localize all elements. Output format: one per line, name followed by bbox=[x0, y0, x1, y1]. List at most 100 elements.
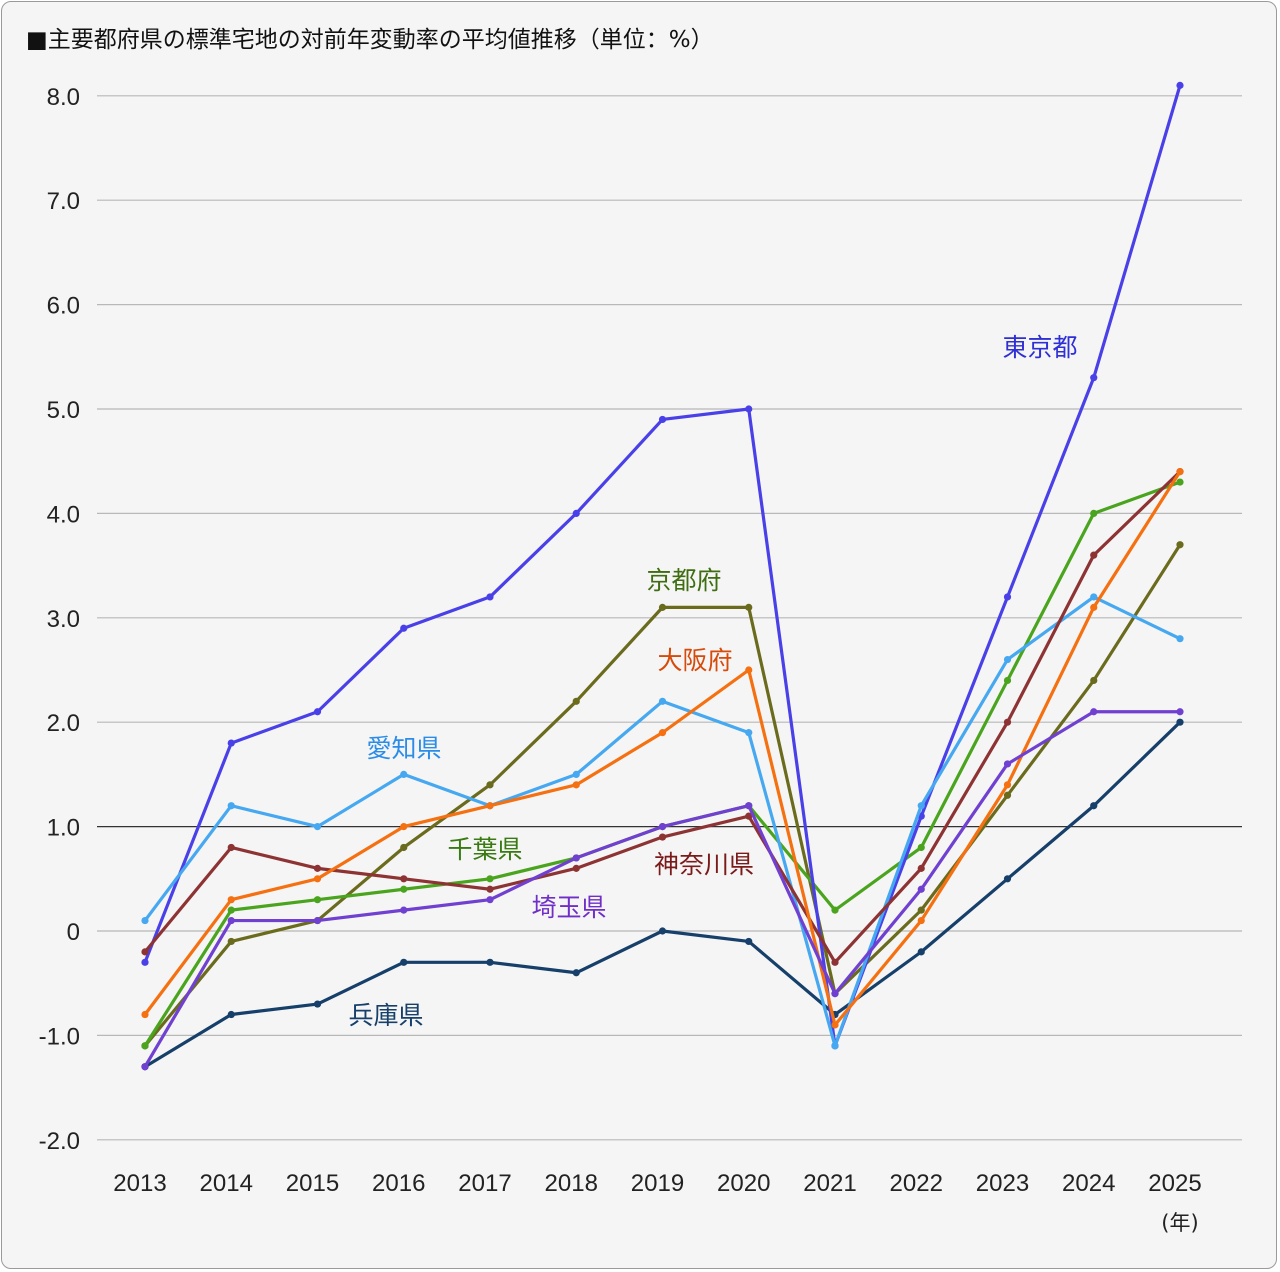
series-line bbox=[143, 710, 1182, 1069]
y-tick-label: 8.0 bbox=[47, 84, 80, 111]
data-point bbox=[400, 843, 408, 852]
data-point bbox=[400, 770, 408, 779]
data-point bbox=[227, 916, 235, 925]
x-tick-label: 2022 bbox=[890, 1170, 943, 1197]
data-point bbox=[400, 624, 408, 632]
data-point bbox=[917, 906, 925, 914]
x-tick-label: 2020 bbox=[717, 1170, 770, 1197]
data-point bbox=[400, 875, 408, 883]
series-3 bbox=[141, 593, 1184, 1050]
data-point bbox=[1176, 81, 1184, 89]
data-point bbox=[141, 1042, 149, 1050]
x-tick-label: 2013 bbox=[113, 1170, 166, 1197]
data-point bbox=[313, 875, 322, 883]
data-point bbox=[831, 1021, 839, 1029]
series-7 bbox=[141, 718, 1184, 1071]
series-label: 愛知県 bbox=[366, 734, 441, 763]
data-point bbox=[313, 896, 322, 904]
data-point bbox=[313, 823, 322, 831]
data-point bbox=[227, 802, 235, 810]
series-label: 京都府 bbox=[646, 566, 721, 595]
y-axis-tick-labels: 8.0 7.0 6.0 5.0 4.0 3.0 2.0 1.0 0 -1.0 -2.0 bbox=[39, 84, 80, 1155]
series-2 bbox=[141, 468, 1184, 1029]
data-point bbox=[745, 729, 753, 737]
data-point bbox=[313, 708, 322, 716]
series-6 bbox=[141, 708, 1184, 1071]
y-tick-label: -2.0 bbox=[39, 1128, 80, 1155]
data-point bbox=[831, 958, 839, 966]
data-point bbox=[400, 823, 408, 831]
x-tick-label: 2024 bbox=[1062, 1170, 1115, 1197]
data-point bbox=[313, 1000, 322, 1008]
data-point bbox=[1176, 478, 1184, 486]
y-tick-label: 2.0 bbox=[47, 710, 80, 737]
series-lines bbox=[141, 81, 1184, 1071]
series-label: 埼玉県 bbox=[531, 893, 606, 922]
data-point bbox=[1176, 635, 1184, 643]
data-point bbox=[141, 948, 149, 956]
data-point bbox=[831, 906, 839, 914]
data-point bbox=[572, 969, 580, 977]
x-tick-label: 2025 bbox=[1148, 1170, 1201, 1197]
data-point bbox=[227, 896, 235, 904]
x-axis-unit-label: (年) bbox=[1161, 1211, 1198, 1235]
data-point bbox=[1176, 718, 1184, 726]
y-tick-label: 1.0 bbox=[47, 815, 80, 842]
series-label: 東京都 bbox=[1002, 333, 1077, 362]
data-point bbox=[486, 958, 494, 966]
data-point bbox=[227, 1010, 235, 1019]
data-point bbox=[1003, 718, 1012, 726]
data-point bbox=[227, 937, 235, 946]
x-tick-label: 2014 bbox=[200, 1170, 253, 1197]
series-4 bbox=[141, 478, 1184, 1050]
data-point bbox=[917, 885, 925, 893]
data-point bbox=[1090, 708, 1098, 716]
data-point bbox=[745, 937, 753, 946]
data-point bbox=[1003, 655, 1012, 664]
series-label: 大阪府 bbox=[657, 646, 732, 675]
data-point bbox=[486, 593, 494, 601]
data-point bbox=[572, 864, 580, 872]
y-tick-label: 4.0 bbox=[47, 501, 80, 528]
grid-lines bbox=[97, 95, 1242, 1141]
data-point bbox=[486, 896, 494, 904]
data-point bbox=[917, 864, 925, 872]
data-point bbox=[658, 823, 667, 831]
y-tick-label: 0 bbox=[67, 919, 80, 946]
data-point bbox=[572, 697, 580, 705]
x-tick-label: 2023 bbox=[976, 1170, 1029, 1197]
y-tick-label: 7.0 bbox=[47, 188, 80, 215]
y-tick-label: 5.0 bbox=[47, 397, 80, 424]
data-point bbox=[227, 906, 235, 914]
data-point bbox=[313, 916, 322, 925]
x-tick-label: 2015 bbox=[286, 1170, 339, 1197]
data-point bbox=[831, 1042, 839, 1050]
x-tick-label: 2019 bbox=[631, 1170, 684, 1197]
data-point bbox=[917, 843, 925, 852]
data-point bbox=[1176, 708, 1184, 716]
data-point bbox=[572, 509, 580, 517]
data-point bbox=[141, 1063, 149, 1071]
data-point bbox=[486, 875, 494, 883]
data-point bbox=[141, 958, 149, 966]
data-point bbox=[400, 885, 408, 893]
series-5 bbox=[141, 468, 1184, 966]
data-point bbox=[1003, 791, 1012, 799]
x-axis-tick-labels: 2013 2014 2015 2016 2017 2018 2019 2020 2021 2022… bbox=[113, 1170, 1201, 1197]
y-tick-label: -1.0 bbox=[39, 1023, 80, 1050]
data-point bbox=[745, 405, 753, 413]
data-point bbox=[658, 729, 667, 737]
data-point bbox=[1176, 468, 1184, 476]
data-point bbox=[658, 603, 667, 611]
data-point bbox=[745, 666, 753, 674]
series-label: 兵庫県 bbox=[348, 1001, 423, 1030]
data-point bbox=[658, 833, 667, 841]
data-point bbox=[486, 781, 494, 789]
y-tick-label: 6.0 bbox=[47, 293, 80, 320]
data-point bbox=[745, 812, 753, 820]
data-point bbox=[1090, 676, 1098, 685]
data-point bbox=[658, 697, 667, 705]
data-point bbox=[400, 958, 408, 966]
data-point bbox=[486, 802, 494, 810]
